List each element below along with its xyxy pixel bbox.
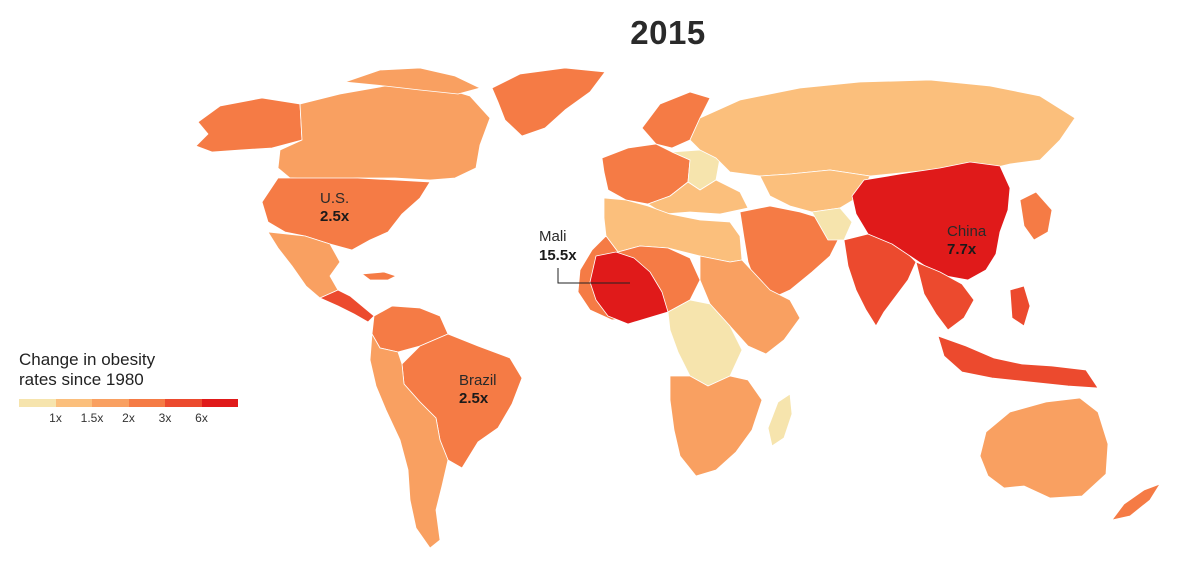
- legend-swatch-1: [19, 399, 56, 407]
- canada-region: [277, 83, 491, 181]
- caribbean-region: [361, 271, 397, 281]
- us-callout-name: U.S.: [320, 190, 349, 207]
- new-zealand-region: [1111, 483, 1161, 521]
- map-title: 2015: [630, 14, 706, 51]
- china-callout-name: China: [947, 223, 987, 240]
- middle-east-region: [739, 205, 841, 301]
- brazil-callout-name: Brazil: [459, 372, 497, 389]
- legend-ticks: 1x 1.5x 2x 3x 6x: [19, 411, 249, 427]
- philippines-region: [1009, 285, 1031, 327]
- legend-tick-label: 1x: [49, 411, 62, 425]
- usa-region: [261, 177, 431, 251]
- greenland-region: [491, 67, 606, 137]
- maritime-southeast-asia-region: [937, 335, 1099, 389]
- legend-tick-label: 1.5x: [80, 411, 104, 425]
- us-callout-value: 2.5x: [320, 208, 350, 225]
- central-asia-region: [759, 169, 871, 213]
- legend-tick-label: 6x: [195, 411, 208, 425]
- legend-swatch-6: [201, 399, 238, 407]
- canada-arctic-islands: [344, 67, 481, 95]
- russia-region: [689, 79, 1076, 177]
- legend-swatch-2: [55, 399, 92, 407]
- legend-swatch-4: [128, 399, 165, 407]
- mali-leader-line: [557, 268, 630, 284]
- legend-tick-label: 3x: [158, 411, 172, 425]
- mali-callout-value: 15.5x: [539, 247, 577, 264]
- legend-swatch-5: [165, 399, 202, 407]
- central-america-region: [319, 289, 375, 323]
- mali-region: [589, 251, 669, 325]
- mali-callout-name: Mali: [539, 228, 567, 245]
- china-region: [851, 161, 1011, 281]
- legend-color-scale: [19, 399, 249, 407]
- andes-region: [369, 333, 449, 549]
- brazil-callout-value: 2.5x: [459, 390, 489, 407]
- legend: Change in obesity rates since 1980 1x 1.5…: [19, 350, 249, 427]
- australia-region: [979, 397, 1109, 499]
- alaska-region: [195, 97, 303, 153]
- china-callout-value: 7.7x: [947, 241, 977, 258]
- southern-africa-region: [669, 375, 763, 477]
- legend-title: Change in obesity rates since 1980: [19, 350, 156, 389]
- legend-swatch-3: [92, 399, 129, 407]
- mainland-southeast-asia-region: [915, 261, 975, 331]
- madagascar-region: [767, 393, 793, 447]
- legend-tick-label: 2x: [122, 411, 135, 425]
- southern-europe-region: [647, 179, 749, 215]
- korea-japan-region: [1019, 191, 1053, 241]
